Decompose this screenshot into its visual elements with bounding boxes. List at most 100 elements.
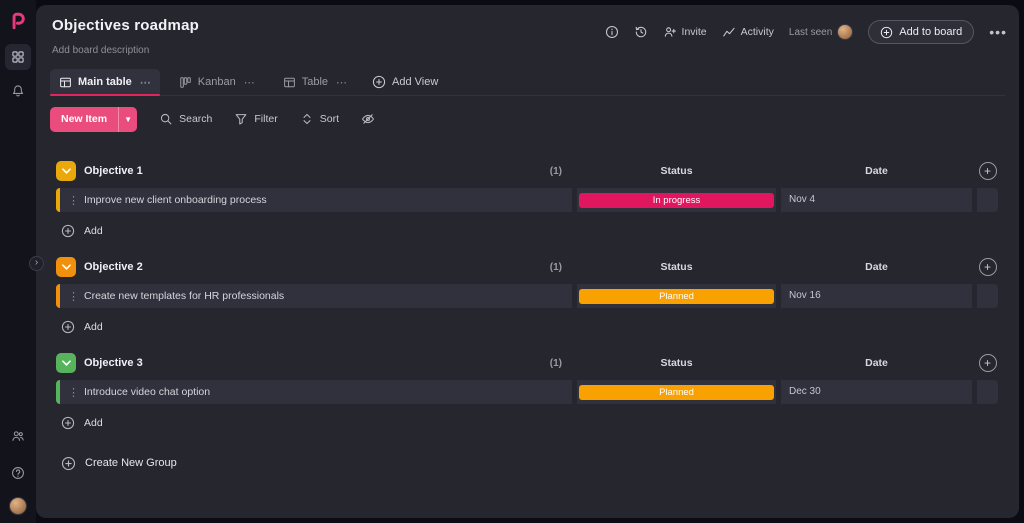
add-item-button[interactable]: Add <box>56 413 998 433</box>
new-item-label: New Item <box>61 113 108 125</box>
tab-options-icon[interactable]: ⋯ <box>243 76 255 89</box>
date-cell[interactable]: Nov 16 <box>781 284 972 308</box>
column-header-date[interactable]: Date <box>865 357 888 369</box>
drag-handle-icon[interactable]: ⋮ <box>68 386 79 399</box>
view-tabs: Main table ⋯ Kanban ⋯ Table ⋯ Add View <box>50 67 1005 96</box>
add-to-board-label: Add to board <box>899 26 963 38</box>
date-cell[interactable]: Dec 30 <box>781 380 972 404</box>
column-header-date[interactable]: Date <box>865 165 888 177</box>
column-header-status[interactable]: Status <box>660 357 693 369</box>
group-color-bar <box>56 188 60 212</box>
chart-line-icon <box>722 27 735 37</box>
app-logo[interactable] <box>7 10 29 32</box>
search-label: Search <box>179 113 213 125</box>
add-to-board-button[interactable]: Add to board <box>868 20 975 44</box>
header-actions: Invite Activity Last seen Add to board •… <box>605 19 1007 45</box>
tab-options-icon[interactable]: ⋯ <box>336 76 348 89</box>
column-header-status[interactable]: Status <box>660 165 693 177</box>
expand-sidebar-button[interactable]: › <box>29 256 44 271</box>
invite-label: Invite <box>681 26 707 38</box>
sort-label: Sort <box>319 113 339 125</box>
group-name[interactable]: Objective 3 <box>84 357 143 369</box>
tab-kanban[interactable]: Kanban ⋯ <box>170 69 264 95</box>
add-item-label: Add <box>84 417 103 429</box>
collapse-group-button[interactable] <box>56 257 76 277</box>
add-column-button[interactable]: + <box>978 162 997 180</box>
group-name[interactable]: Objective 1 <box>84 165 143 177</box>
collapse-group-button[interactable] <box>56 161 76 181</box>
drag-handle-icon[interactable]: ⋮ <box>68 194 79 207</box>
sort-icon <box>303 113 311 125</box>
status-cell[interactable]: Planned <box>577 284 776 308</box>
group-header: Objective 3 (1) Status Date + <box>56 352 998 374</box>
column-header-status[interactable]: Status <box>660 261 693 273</box>
tab-label: Table <box>301 76 329 88</box>
table-row: ⋮ Introduce video chat option Planned De… <box>56 380 998 404</box>
chevron-down-icon <box>61 264 71 270</box>
status-badge: Planned <box>579 384 774 400</box>
help-icon[interactable] <box>5 460 31 486</box>
group-header: Objective 1 (1) Status Date + <box>56 160 998 182</box>
item-name-cell[interactable]: ⋮ Introduce video chat option <box>56 380 572 404</box>
new-item-dropdown[interactable]: ▼ <box>118 106 137 132</box>
status-badge: Planned <box>579 288 774 304</box>
notifications-bell-icon[interactable] <box>5 78 31 104</box>
filter-label: Filter <box>254 113 278 125</box>
plus-circle-icon <box>61 224 75 238</box>
add-view-label: Add View <box>392 76 439 88</box>
people-icon[interactable] <box>5 423 31 449</box>
hide-columns-button[interactable] <box>361 112 375 126</box>
board-groups: Objective 1 (1) Status Date + ⋮ Improve … <box>56 160 998 473</box>
chevron-down-icon <box>61 168 71 174</box>
create-new-group-button[interactable]: Create New Group <box>56 453 998 473</box>
activity-button[interactable]: Activity <box>722 25 774 39</box>
boards-icon[interactable] <box>5 44 31 70</box>
info-icon[interactable] <box>605 25 619 39</box>
status-cell[interactable]: In progress <box>577 188 776 212</box>
add-item-button[interactable]: Add <box>56 221 998 241</box>
date-cell[interactable]: Nov 4 <box>781 188 972 212</box>
new-item-button[interactable]: New Item ▼ <box>50 106 138 132</box>
group-name[interactable]: Objective 2 <box>84 261 143 273</box>
tab-table[interactable]: Table ⋯ <box>274 69 356 95</box>
plus-circle-icon <box>61 320 75 334</box>
group-objective-2: Objective 2 (1) Status Date + ⋮ Create n… <box>56 256 998 337</box>
board-menu-icon[interactable]: ••• <box>989 24 1007 40</box>
drag-handle-icon[interactable]: ⋮ <box>68 290 79 303</box>
collapse-group-button[interactable] <box>56 353 76 373</box>
add-column-button[interactable]: + <box>978 354 997 372</box>
last-seen[interactable]: Last seen <box>789 24 854 40</box>
table-icon <box>283 77 295 87</box>
activity-label: Activity <box>740 26 774 38</box>
activity-log-icon[interactable] <box>634 25 648 39</box>
sort-button[interactable]: Sort <box>300 112 339 126</box>
group-item-count: (1) <box>549 165 562 177</box>
item-name-cell[interactable]: ⋮ Create new templates for HR profession… <box>56 284 572 308</box>
person-plus-icon <box>664 27 676 37</box>
last-seen-avatar <box>837 24 854 40</box>
board-panel: Objectives roadmap Add board description… <box>36 5 1019 518</box>
item-name-cell[interactable]: ⋮ Improve new client onboarding process <box>56 188 572 212</box>
user-avatar[interactable] <box>9 497 27 515</box>
board-description-placeholder[interactable]: Add board description <box>52 45 150 56</box>
page-title: Objectives roadmap <box>52 17 199 34</box>
add-item-button[interactable]: Add <box>56 317 998 337</box>
add-column-button[interactable]: + <box>978 258 997 276</box>
tab-options-icon[interactable]: ⋯ <box>139 76 151 89</box>
chevron-down-icon <box>61 360 71 366</box>
status-badge: In progress <box>579 192 774 208</box>
column-header-date[interactable]: Date <box>865 261 888 273</box>
status-cell[interactable]: Planned <box>577 380 776 404</box>
filter-button[interactable]: Filter <box>234 112 278 126</box>
tab-main-table[interactable]: Main table ⋯ <box>50 69 160 96</box>
add-view-button[interactable]: Add View <box>366 69 444 95</box>
board-toolbar: New Item ▼ Search Filter Sort <box>50 106 375 132</box>
plus-circle-icon <box>372 75 386 89</box>
plus-circle-icon <box>61 416 75 430</box>
invite-button[interactable]: Invite <box>663 25 707 39</box>
group-objective-3: Objective 3 (1) Status Date + ⋮ Introduc… <box>56 352 998 433</box>
table-icon <box>60 77 71 87</box>
group-color-bar <box>56 284 60 308</box>
empty-cell <box>977 188 998 212</box>
search-button[interactable]: Search <box>159 112 212 126</box>
